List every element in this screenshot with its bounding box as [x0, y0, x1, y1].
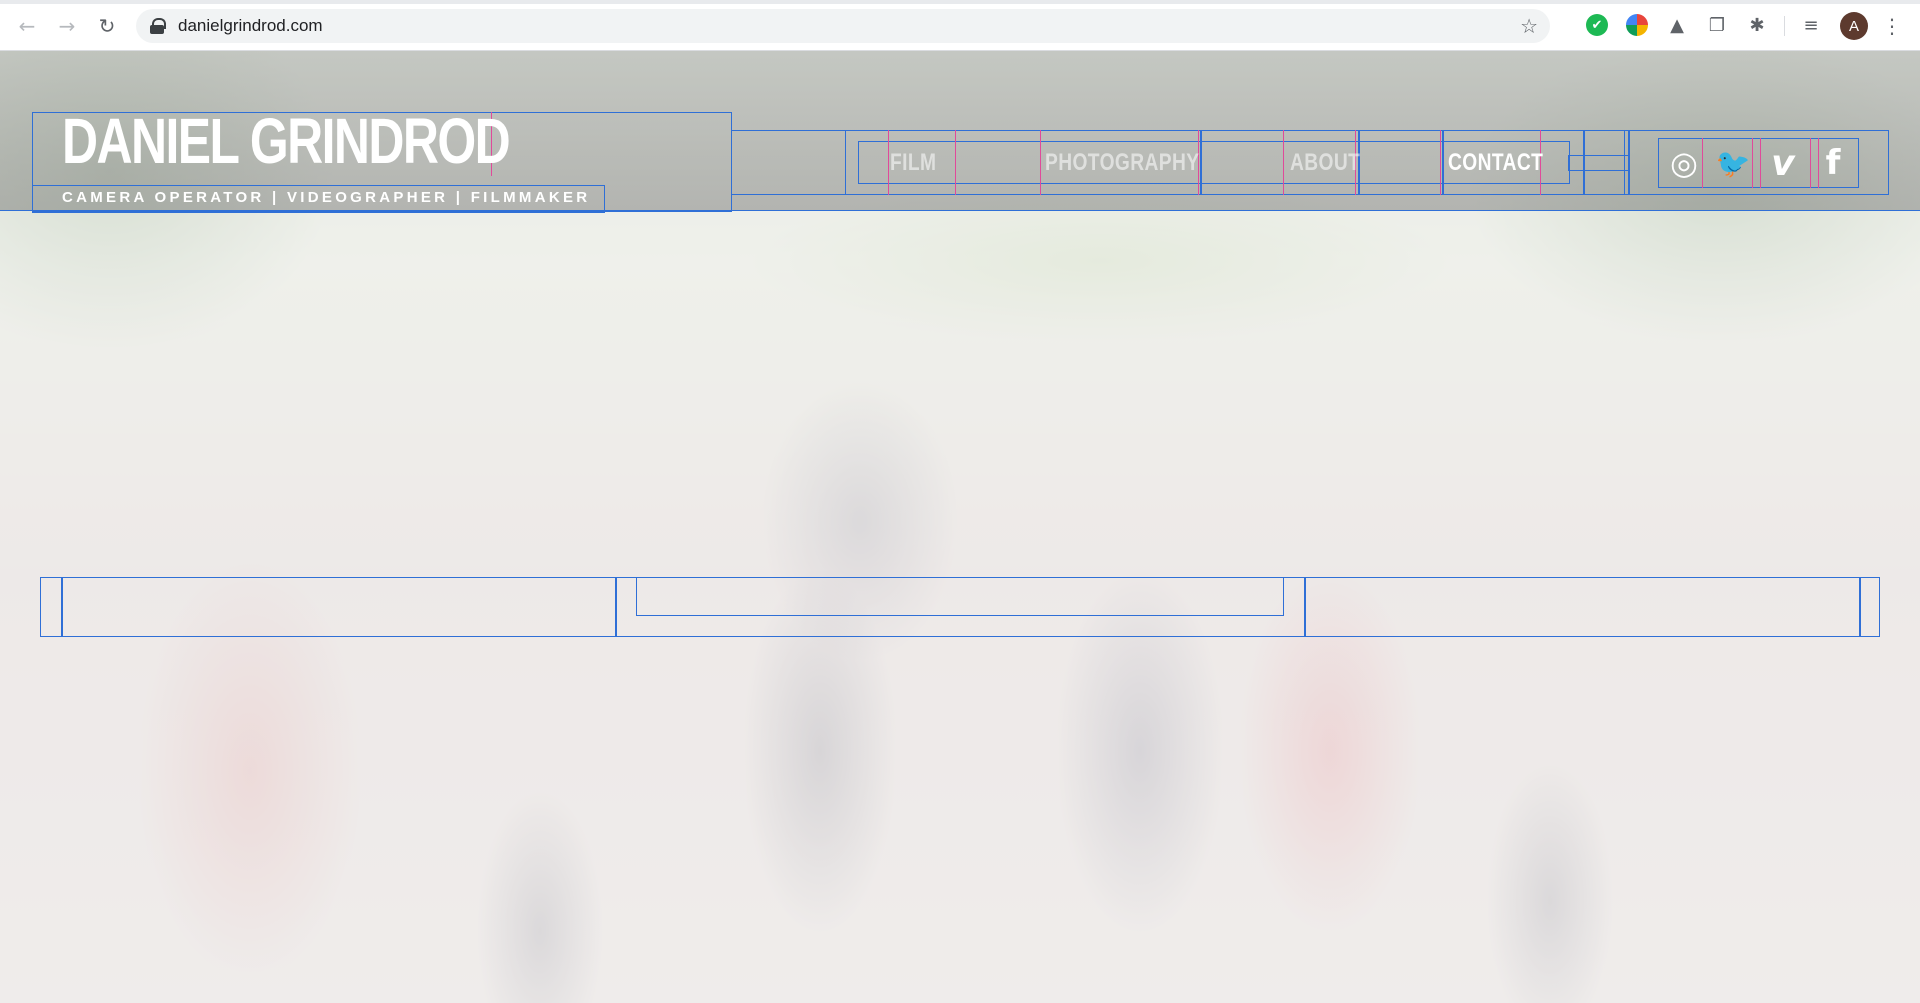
tagline-container: [32, 185, 605, 213]
guide-line: [1040, 130, 1041, 195]
guide-line: [1358, 130, 1360, 195]
instagram-icon[interactable]: ◎: [1670, 144, 1698, 182]
guide-line: [1540, 130, 1541, 195]
bug-extension-icon[interactable]: ✱: [1749, 14, 1765, 36]
site-header: [0, 51, 1920, 211]
reload-button-icon[interactable]: ↻: [98, 14, 116, 38]
hero-overlay: [0, 51, 1920, 1003]
profile-avatar[interactable]: A: [1840, 12, 1868, 40]
forward-button-icon[interactable]: →: [58, 14, 76, 38]
guide-line: [1355, 130, 1356, 195]
menu-toggle-button[interactable]: [1568, 155, 1630, 171]
globe-extension-icon[interactable]: [1626, 14, 1648, 36]
guide-line: [1752, 138, 1753, 188]
vimeo-icon[interactable]: v: [1771, 142, 1795, 184]
address-url[interactable]: danielgrindrod.com: [178, 16, 323, 35]
guide-line: [491, 112, 492, 176]
guide-line: [1583, 130, 1585, 195]
drive-extension-icon[interactable]: ▲: [1670, 14, 1684, 36]
guide-line: [1702, 138, 1703, 188]
guide-line: [1760, 138, 1761, 188]
guide-line: [1200, 130, 1202, 195]
site-tagline: CAMERA OPERATOR | VIDEOGRAPHER | FILMMAK…: [62, 189, 591, 206]
nav-photography[interactable]: PHOTOGRAPHY: [1045, 149, 1200, 176]
nav-about[interactable]: ABOUT: [1290, 149, 1361, 176]
main-navigation: FILM PHOTOGRAPHY ABOUT CONTACT: [858, 141, 1570, 184]
twitter-icon[interactable]: 🐦: [1715, 146, 1751, 180]
toolbar-divider: [1784, 16, 1785, 36]
guide-line: [1859, 577, 1861, 637]
nav-film[interactable]: FILM: [890, 149, 937, 176]
check-extension-icon[interactable]: ✔: [1586, 14, 1608, 36]
content-column: [636, 577, 1284, 616]
page-viewport: DANIEL GRINDROD CAMERA OPERATOR | VIDEOG…: [0, 51, 1920, 1003]
browser-toolbar: ← → ↻ danielgrindrod.com ☆ ✔ ▲ ❐ ✱ ≡ A ⋮: [0, 0, 1920, 51]
guide-line: [1442, 130, 1444, 195]
guide-line: [1440, 130, 1441, 195]
nav-inner-container: [845, 130, 1625, 195]
media-extension-icon[interactable]: ≡: [1803, 14, 1819, 36]
guide-line: [955, 130, 956, 195]
social-links-container: [1658, 138, 1859, 188]
copy-extension-icon[interactable]: ❐: [1708, 14, 1726, 36]
guide-line: [615, 577, 617, 637]
back-button-icon[interactable]: ←: [18, 14, 36, 38]
guide-line: [1810, 138, 1811, 188]
guide-line: [888, 130, 889, 195]
page-load-bar: [0, 0, 1920, 4]
guide-line: [1283, 130, 1284, 195]
lock-icon[interactable]: [150, 18, 166, 34]
nav-list-container: [858, 141, 1570, 184]
guide-line: [1304, 577, 1306, 637]
nav-contact[interactable]: CONTACT: [1448, 149, 1544, 176]
guide-line: [1628, 130, 1630, 195]
browser-menu-icon[interactable]: ⋮: [1882, 14, 1902, 38]
facebook-icon[interactable]: f: [1825, 143, 1841, 183]
site-title[interactable]: DANIEL GRINDROD: [62, 105, 511, 177]
guide-line: [1198, 130, 1199, 195]
guide-line: [61, 577, 63, 637]
guide-line: [1818, 138, 1819, 188]
bookmark-star-icon[interactable]: ☆: [1520, 14, 1538, 38]
address-bar[interactable]: danielgrindrod.com ☆: [136, 9, 1550, 43]
